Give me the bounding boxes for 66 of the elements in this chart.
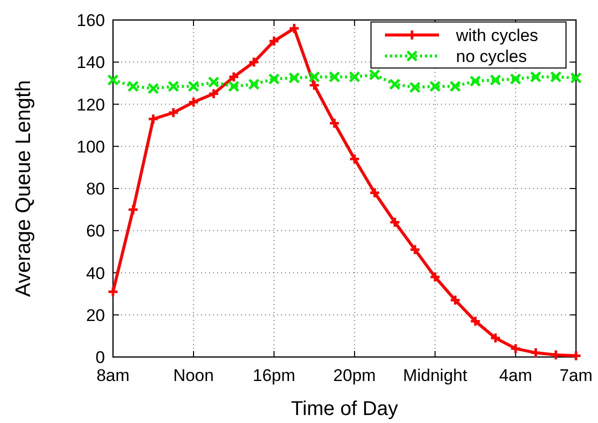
y-tick-label: 120	[76, 95, 105, 114]
point	[288, 22, 300, 34]
point	[530, 71, 542, 83]
legend-label: no cycles	[456, 47, 527, 66]
point	[490, 74, 502, 86]
point	[348, 71, 360, 83]
y-axis-title: Average Queue Length	[12, 80, 35, 297]
point	[510, 342, 522, 354]
point	[288, 72, 300, 84]
y-tick-label: 40	[86, 264, 105, 283]
point	[248, 78, 260, 90]
x-tick-label: Noon	[173, 366, 214, 385]
legend-label: with cycles	[455, 26, 538, 45]
x-axis-title: Time of Day	[290, 398, 398, 420]
point	[409, 244, 421, 256]
point	[570, 72, 582, 84]
point	[470, 315, 482, 327]
point	[308, 71, 320, 83]
point	[470, 75, 482, 87]
point	[208, 88, 220, 100]
point	[208, 76, 220, 88]
point	[409, 82, 421, 94]
point	[550, 349, 562, 361]
y-tick-label: 100	[76, 137, 105, 156]
y-tick-label: 160	[76, 11, 105, 30]
point	[510, 73, 522, 85]
point	[107, 74, 119, 86]
point	[389, 78, 401, 90]
point	[429, 80, 441, 92]
y-tick-label: 0	[96, 348, 105, 367]
point	[530, 347, 542, 359]
point	[168, 106, 180, 118]
x-tick-label: 7am	[559, 366, 593, 385]
y-tick-label: 20	[86, 306, 105, 325]
point	[188, 96, 200, 108]
point	[368, 186, 380, 198]
point	[148, 113, 160, 125]
point	[268, 35, 280, 47]
point	[268, 73, 280, 85]
point	[188, 80, 200, 92]
x-tick-label: 4am	[499, 366, 532, 385]
point	[168, 80, 180, 92]
point	[127, 80, 139, 92]
point	[429, 271, 441, 283]
point	[490, 332, 502, 344]
point	[328, 117, 340, 129]
y-tick-label: 80	[86, 180, 105, 198]
point	[389, 216, 401, 228]
point	[449, 80, 461, 92]
point	[328, 71, 340, 83]
y-tick-label: 140	[76, 53, 105, 72]
point	[228, 71, 240, 83]
y-tick-label: 60	[86, 222, 105, 241]
point	[248, 56, 260, 68]
point	[308, 80, 320, 92]
point	[550, 71, 562, 83]
point	[348, 153, 360, 165]
x-tick-label: Midnight	[402, 366, 468, 385]
x-tick-label: 8am	[96, 366, 130, 385]
point	[127, 204, 139, 216]
point	[449, 294, 461, 306]
point	[148, 82, 160, 94]
point	[368, 69, 380, 81]
point	[228, 80, 240, 92]
x-tick-label: 16pm	[252, 366, 296, 385]
x-tick-label: 20pm	[333, 366, 376, 385]
